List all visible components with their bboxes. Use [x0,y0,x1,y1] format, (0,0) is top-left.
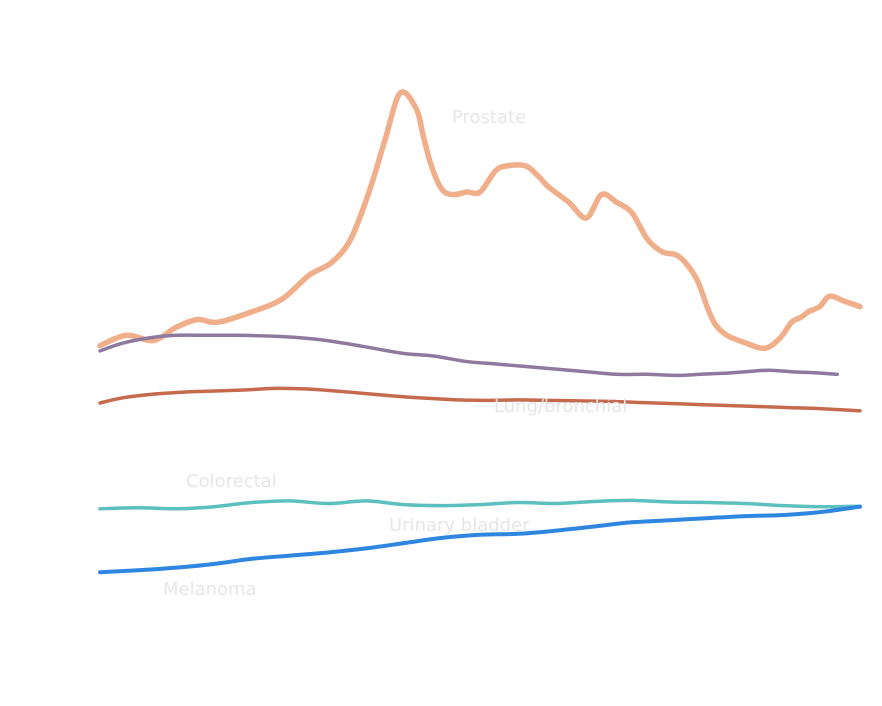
series-line-melanoma [98,504,862,575]
series-label-lung-bronchial: Lung/bronchial [494,396,627,417]
series-label-melanoma: Melanoma [163,579,257,600]
series-labels: Prostate Lung/bronchial Colorectal Urina… [163,107,627,600]
series-line-lung-bronchial [98,333,839,378]
series-line-urinary-bladder [98,498,862,511]
series-label-colorectal: Colorectal [186,471,277,492]
series-lines [97,89,863,575]
series-line-colorectal [98,386,862,413]
series-label-urinary-bladder: Urinary bladder [389,515,530,536]
series-line-prostate [97,89,863,352]
series-label-prostate: Prostate [452,107,526,128]
